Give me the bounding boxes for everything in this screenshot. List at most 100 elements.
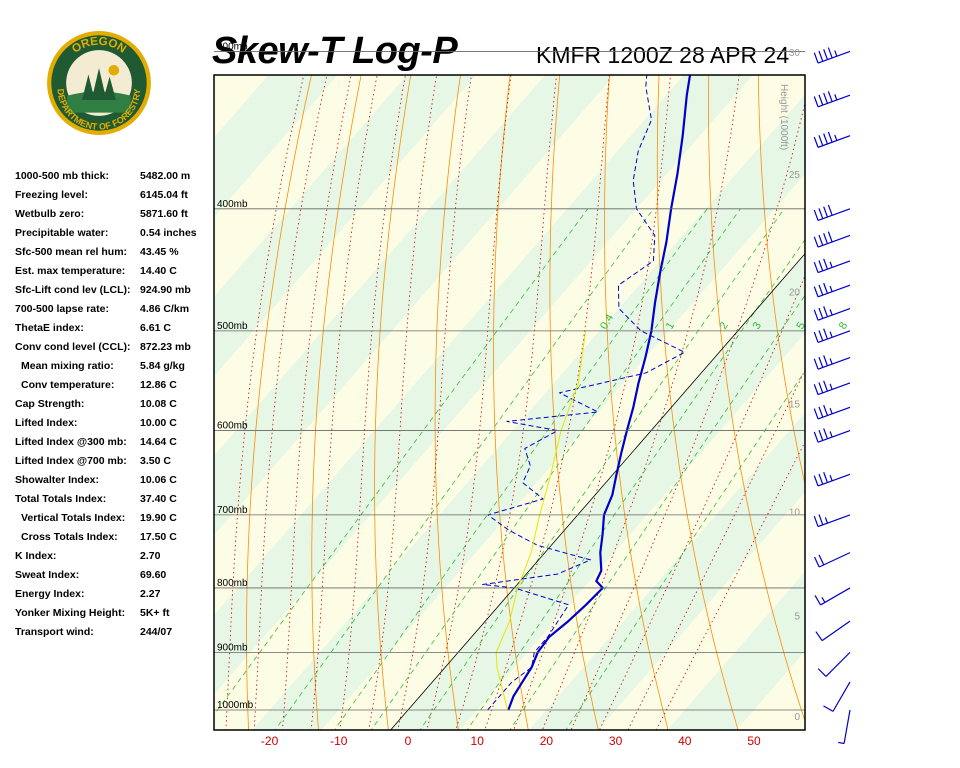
mixing-ratio-line — [509, 294, 805, 730]
wind-barb — [813, 328, 851, 344]
height-tick-label: 25 — [789, 170, 801, 181]
stat-label: Showalter Index: — [15, 474, 100, 486]
sounding-indices-panel: 1000-500 mb thick: 5482.00 m Freezing leve… — [15, 170, 215, 645]
stat-row: Sweat Index: 69.60 — [15, 569, 215, 588]
dry-adiabat — [853, 0, 960, 762]
stat-value: 872.23 mb — [140, 341, 191, 353]
x-tick-label: 20 — [540, 734, 554, 748]
stat-value: 5.84 g/kg — [140, 360, 185, 372]
stat-label: ThetaE index: — [15, 322, 84, 334]
wind-barb — [813, 47, 851, 64]
isotherm-band — [214, 75, 338, 218]
x-tick-label: 40 — [678, 734, 692, 748]
pressure-label: 400mb — [217, 199, 248, 210]
chart-title: Skew-T Log-P — [212, 30, 458, 72]
stat-value: 5871.60 ft — [140, 208, 188, 220]
stat-row: Showalter Index: 10.06 C — [15, 474, 215, 493]
dry-adiabat — [604, 75, 669, 730]
isotherm-band — [528, 412, 805, 730]
stat-value: 5482.00 m — [140, 170, 191, 182]
pressure-label: 600mb — [217, 421, 248, 432]
wind-barb — [813, 258, 851, 274]
stat-label: Freezing level: — [15, 189, 88, 201]
wind-barb — [813, 204, 851, 221]
stat-label: Cross Totals Index: — [21, 531, 118, 543]
pressure-label: 900mb — [217, 642, 248, 653]
svg-text:OREGON: OREGON — [70, 35, 129, 56]
wind-barb — [823, 681, 851, 712]
wind-barb — [813, 131, 851, 148]
mixing-ratio-line — [333, 208, 708, 730]
height-axis-title: Height (1000ft) — [778, 84, 789, 150]
stat-label: Conv temperature: — [21, 379, 115, 391]
stat-value: 19.90 C — [140, 512, 177, 524]
stat-label: Precipitable water: — [15, 227, 109, 239]
wind-barb — [813, 355, 851, 370]
stat-value: 69.60 — [140, 569, 167, 581]
stat-label: Yonker Mixing Height: — [15, 607, 126, 619]
stat-row: Sfc-500 mean rel hum: 43.45 % — [15, 246, 215, 265]
temperature-trace — [507, 75, 692, 711]
stat-row: Precipitable water: 0.54 inches — [15, 227, 215, 246]
stat-value: 6.61 C — [140, 322, 171, 334]
stat-row: Lifted Index @700 mb: 3.50 C — [15, 455, 215, 474]
stat-value: 924.90 mb — [140, 284, 191, 296]
stat-label: Transport wind: — [15, 626, 94, 638]
stat-row: Est. max temperature: 14.40 C — [15, 265, 215, 284]
stat-row: Conv cond level (CCL): 872.23 mb — [15, 341, 215, 360]
mixing-ratio-line — [214, 208, 589, 716]
stat-value: 37.40 C — [140, 493, 177, 505]
wind-barb — [813, 472, 851, 487]
stat-value: 17.50 C — [140, 531, 177, 543]
wind-barbs-column — [813, 47, 851, 745]
pressure-label: 700mb — [217, 505, 248, 516]
mixing-ratio-label: 3 — [751, 320, 764, 331]
stat-label: Est. max temperature: — [15, 265, 126, 277]
stat-label: 700-500 lapse rate: — [15, 303, 109, 315]
wind-barb — [815, 620, 851, 642]
wind-barb — [817, 651, 851, 677]
dry-adiabat — [311, 75, 362, 730]
wind-barb — [813, 282, 851, 298]
stat-label: Lifted Index @700 mb: — [15, 455, 127, 467]
stat-row: Wetbulb zero: 5871.60 ft — [15, 208, 215, 227]
height-tick-label: 15 — [789, 399, 801, 410]
x-tick-label: -20 — [261, 734, 279, 748]
stat-value: 43.45 % — [140, 246, 179, 258]
mixing-ratio-line — [419, 208, 785, 730]
stat-label: Lifted Index @300 mb: — [15, 436, 127, 448]
plot-border — [213, 74, 806, 731]
moist-adiabat — [339, 75, 406, 730]
mixing-ratio-label: 1 — [664, 320, 677, 331]
stat-label: Energy Index: — [15, 588, 85, 600]
stat-value: 10.00 C — [140, 417, 177, 429]
stat-label: Sfc-Lift cond lev (LCL): — [15, 284, 131, 296]
x-tick-label: 30 — [609, 734, 623, 748]
parcel-trace — [495, 330, 587, 711]
stat-value: 3.50 C — [140, 455, 171, 467]
stat-label: Lifted Index: — [15, 417, 78, 429]
stat-row: Freezing level: 6145.04 ft — [15, 189, 215, 208]
stat-row: Energy Index: 2.27 — [15, 588, 215, 607]
isotherm-band — [667, 571, 805, 730]
dry-adiabat — [374, 75, 412, 730]
stat-value: 14.64 C — [140, 436, 177, 448]
stat-value: 6145.04 ft — [140, 189, 188, 201]
station-time-label: KMFR 1200Z 28 APR 24 — [536, 42, 790, 68]
wind-barb — [814, 587, 851, 606]
stat-label: 1000-500 mb thick: — [15, 170, 109, 182]
stat-label: K Index: — [15, 550, 57, 562]
stat-value: 12.86 C — [140, 379, 177, 391]
stat-value: 14.40 C — [140, 265, 177, 277]
mixing-ratio-line — [370, 208, 741, 730]
wind-barb — [813, 91, 851, 108]
stat-label: Mean mixing ratio: — [21, 360, 114, 372]
wind-barb — [813, 514, 851, 528]
stat-value: 244/07 — [140, 626, 173, 638]
stat-label: Vertical Totals Index: — [21, 512, 126, 524]
moist-adiabat — [627, 369, 805, 730]
wind-barb — [813, 552, 851, 568]
